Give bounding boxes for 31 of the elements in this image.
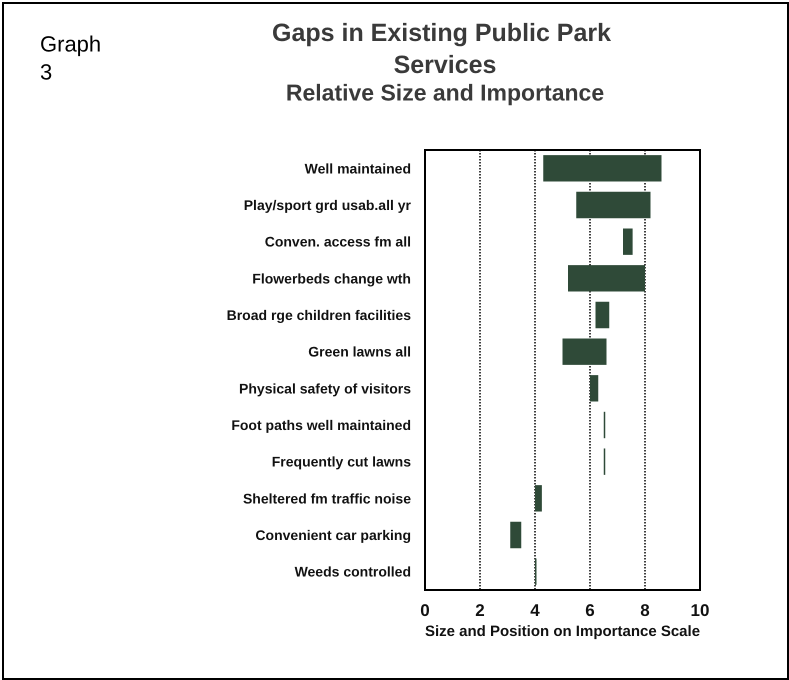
chart-subtitle: Relative Size and Importance xyxy=(286,80,604,106)
y-tick-label: Broad rge children facilities xyxy=(226,307,412,323)
y-tick-label: Conven. access fm all xyxy=(264,234,411,250)
x-tick-label: 8 xyxy=(640,601,650,620)
caption: Graph 3 xyxy=(40,32,102,84)
bar xyxy=(596,302,610,328)
bar xyxy=(623,228,633,255)
y-tick-label: Weeds controlled xyxy=(294,564,411,580)
bar xyxy=(510,522,522,548)
bar xyxy=(562,338,606,365)
y-tick-label: Frequently cut lawns xyxy=(272,454,412,470)
y-tick-label: Convenient car parking xyxy=(255,527,411,543)
x-tick-label: 6 xyxy=(585,601,595,620)
y-tick-label: Well maintained xyxy=(304,160,411,176)
bar xyxy=(543,155,662,182)
x-tick-label: 0 xyxy=(420,601,430,620)
x-tick-label: 2 xyxy=(475,601,485,620)
y-tick-label: Foot paths well maintained xyxy=(231,417,411,433)
y-tick-label: Green lawns all xyxy=(308,344,411,360)
x-tick-label: 10 xyxy=(690,601,710,620)
bar xyxy=(576,192,650,218)
y-tick-label: Play/sport grd usab.all yr xyxy=(244,197,412,213)
chart-title: Gaps in Existing Public Park Services xyxy=(272,19,618,79)
y-tick-label: Sheltered fm traffic noise xyxy=(242,490,412,506)
y-tick-label: Flowerbeds change wth xyxy=(252,270,411,286)
bar xyxy=(568,265,645,292)
y-tick-label: Physical safety of visitors xyxy=(239,380,412,396)
x-axis-title: Size and Position on Importance Scale xyxy=(424,623,700,640)
bar xyxy=(535,485,542,512)
bar xyxy=(590,375,598,402)
x-tick-label: 4 xyxy=(530,601,540,620)
